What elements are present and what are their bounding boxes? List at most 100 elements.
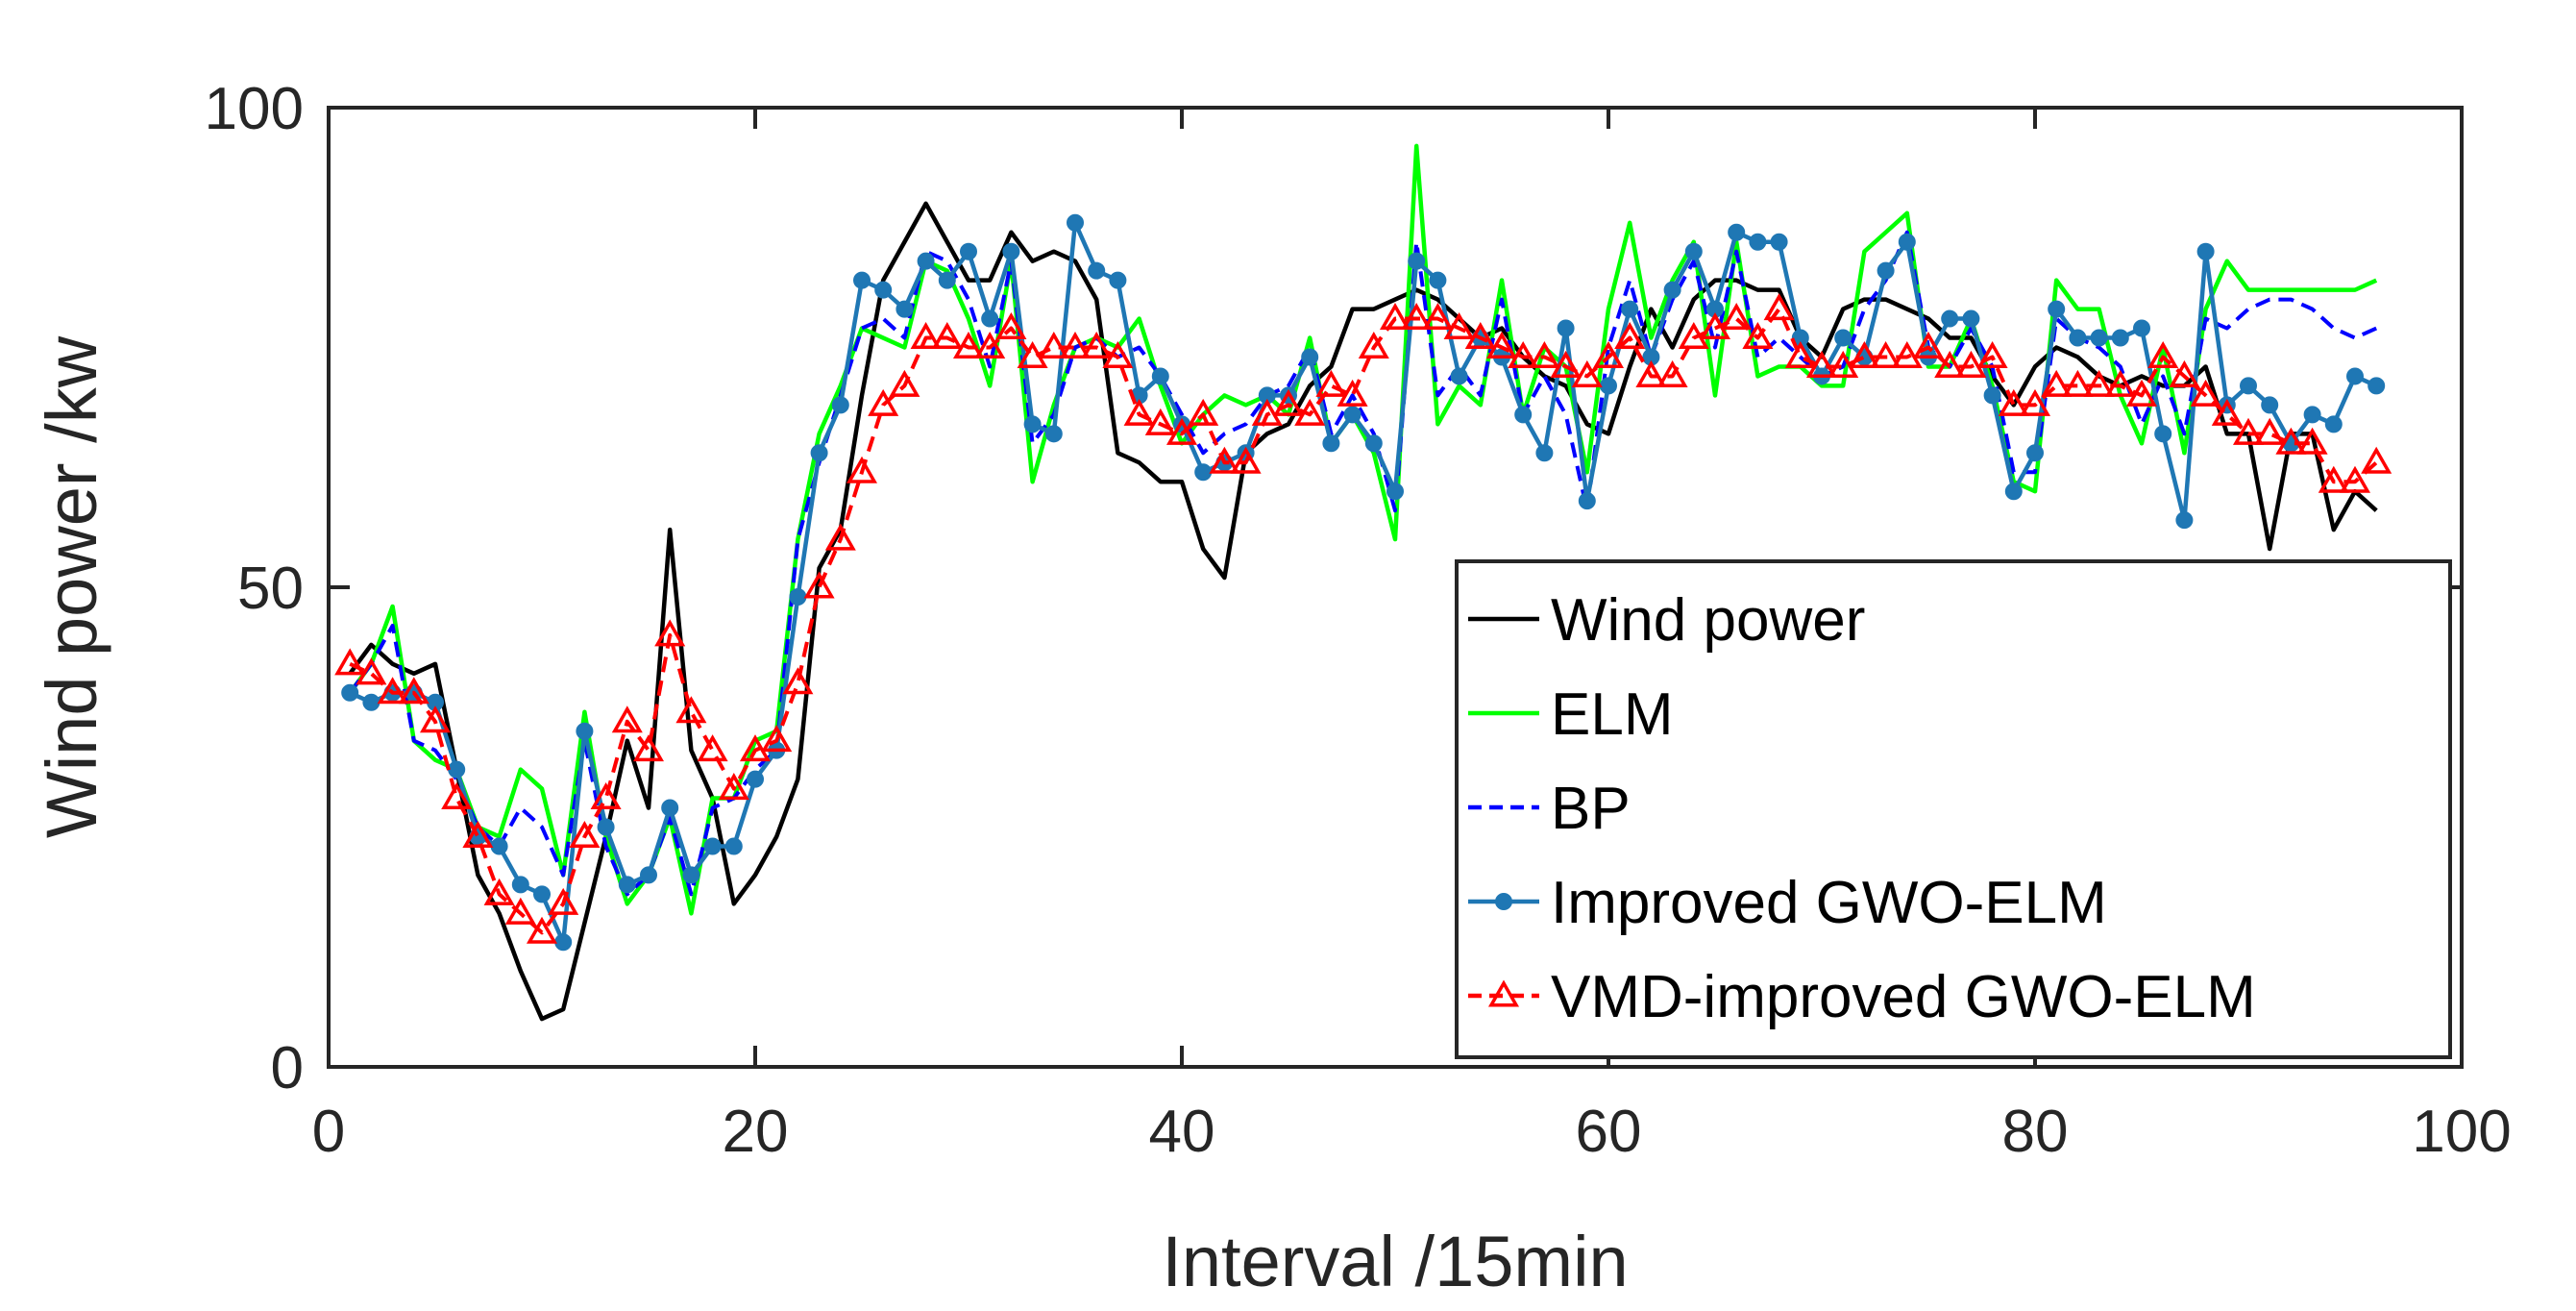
data-point-4-52 xyxy=(1443,312,1475,340)
data-point-4-35 xyxy=(1081,331,1113,359)
data-point-4-16 xyxy=(675,696,707,724)
data-point-3-33 xyxy=(1044,425,1063,443)
data-point-4-66 xyxy=(1742,321,1774,350)
data-point-4-91 xyxy=(2275,427,2307,455)
data-point-4-79 xyxy=(2019,388,2051,416)
data-point-4-20 xyxy=(761,725,793,753)
data-point-4-13 xyxy=(611,705,643,733)
data-point-4-28 xyxy=(931,321,963,350)
data-point-4-49 xyxy=(1379,303,1411,331)
data-point-3-22 xyxy=(810,444,828,462)
data-point-4-59 xyxy=(1592,340,1625,368)
data-point-4-64 xyxy=(1699,312,1731,340)
data-point-4-82 xyxy=(2083,369,2115,397)
data-point-4-58 xyxy=(1571,359,1603,387)
data-point-3-40 xyxy=(1194,463,1213,482)
data-point-4-61 xyxy=(1635,359,1667,387)
data-point-3-85 xyxy=(2154,425,2172,443)
data-point-3-84 xyxy=(2133,319,2150,337)
data-point-3-59 xyxy=(1600,377,1617,395)
data-point-4-65 xyxy=(1721,303,1753,331)
data-point-4-62 xyxy=(1656,359,1688,387)
series-0 xyxy=(348,201,2378,1022)
data-point-3-90 xyxy=(2261,396,2279,414)
data-point-3-78 xyxy=(2004,482,2023,501)
data-point-4-12 xyxy=(590,782,622,810)
data-point-4-51 xyxy=(1422,303,1454,331)
data-point-3-82 xyxy=(2090,329,2108,347)
data-point-3-27 xyxy=(917,252,935,270)
data-point-4-69 xyxy=(1805,350,1838,378)
data-point-4-27 xyxy=(910,321,942,350)
data-point-4-56 xyxy=(1529,340,1560,368)
data-point-3-56 xyxy=(1535,444,1554,462)
data-point-3-63 xyxy=(1684,242,1703,260)
data-point-4-36 xyxy=(1102,340,1134,368)
data-point-4-73 xyxy=(1891,340,1923,368)
data-point-4-34 xyxy=(1059,331,1092,359)
data-point-3-28 xyxy=(938,271,956,289)
data-point-4-94 xyxy=(2339,465,2371,493)
data-point-4-30 xyxy=(974,331,1006,359)
legend-label-3: Improved GWO-ELM xyxy=(1551,870,2107,936)
data-point-3-8 xyxy=(511,876,529,894)
data-point-4-45 xyxy=(1294,398,1326,426)
data-point-4-57 xyxy=(1550,350,1582,378)
data-point-4-24 xyxy=(846,456,878,483)
data-point-4-18 xyxy=(718,773,749,801)
series-3 xyxy=(341,213,2386,952)
legend-box xyxy=(1455,559,2452,1059)
data-point-3-55 xyxy=(1514,406,1533,424)
data-point-3-32 xyxy=(1023,415,1042,433)
data-point-4-93 xyxy=(2318,465,2349,493)
y-tick-label-2: 100 xyxy=(205,76,304,142)
data-point-3-47 xyxy=(1343,406,1362,424)
data-point-4-72 xyxy=(1870,340,1901,368)
data-point-3-16 xyxy=(682,866,700,884)
data-point-4-77 xyxy=(1976,340,2008,368)
data-point-4-37 xyxy=(1123,398,1155,426)
data-point-4-86 xyxy=(2169,359,2200,387)
data-point-3-94 xyxy=(2346,367,2364,385)
data-point-3-83 xyxy=(2111,329,2129,347)
data-point-3-67 xyxy=(1770,233,1788,251)
data-point-4-11 xyxy=(569,820,601,848)
data-point-3-76 xyxy=(1962,309,1980,328)
data-point-3-30 xyxy=(981,309,999,328)
data-point-3-57 xyxy=(1557,319,1575,337)
data-point-4-9 xyxy=(526,916,558,944)
data-point-4-0 xyxy=(334,648,366,676)
data-point-4-38 xyxy=(1144,408,1176,435)
data-point-4-60 xyxy=(1614,321,1646,350)
data-point-3-73 xyxy=(1898,233,1916,251)
data-point-4-88 xyxy=(2211,398,2243,426)
x-tick-label-2: 40 xyxy=(1149,1099,1215,1165)
data-point-4-39 xyxy=(1165,417,1198,445)
data-point-3-26 xyxy=(895,300,914,318)
data-point-4-48 xyxy=(1358,331,1389,359)
legend: Wind power ELM BP Improved GWO-ELM VMD-impro… xyxy=(1455,559,2452,1059)
data-point-4-14 xyxy=(632,734,665,762)
data-point-4-67 xyxy=(1763,293,1795,321)
data-point-3-11 xyxy=(576,722,594,740)
data-point-4-43 xyxy=(1251,398,1283,426)
data-point-3-10 xyxy=(554,933,573,952)
data-point-3-51 xyxy=(1429,271,1447,289)
data-point-3-89 xyxy=(2240,377,2257,395)
data-point-4-40 xyxy=(1188,398,1219,426)
data-point-3-23 xyxy=(831,396,849,414)
data-point-3-52 xyxy=(1450,367,1468,385)
data-point-4-71 xyxy=(1849,340,1880,368)
data-point-4-5 xyxy=(441,782,473,810)
data-point-3-12 xyxy=(597,818,615,836)
data-point-4-32 xyxy=(1017,340,1048,368)
data-point-4-29 xyxy=(952,331,985,359)
data-point-4-89 xyxy=(2232,417,2265,445)
data-point-4-8 xyxy=(504,897,536,925)
data-point-4-19 xyxy=(739,734,772,762)
data-point-3-14 xyxy=(640,866,657,884)
data-point-3-31 xyxy=(1002,242,1020,260)
data-point-3-77 xyxy=(1983,386,2001,405)
data-point-3-75 xyxy=(1941,309,1959,328)
data-point-4-53 xyxy=(1464,321,1496,350)
